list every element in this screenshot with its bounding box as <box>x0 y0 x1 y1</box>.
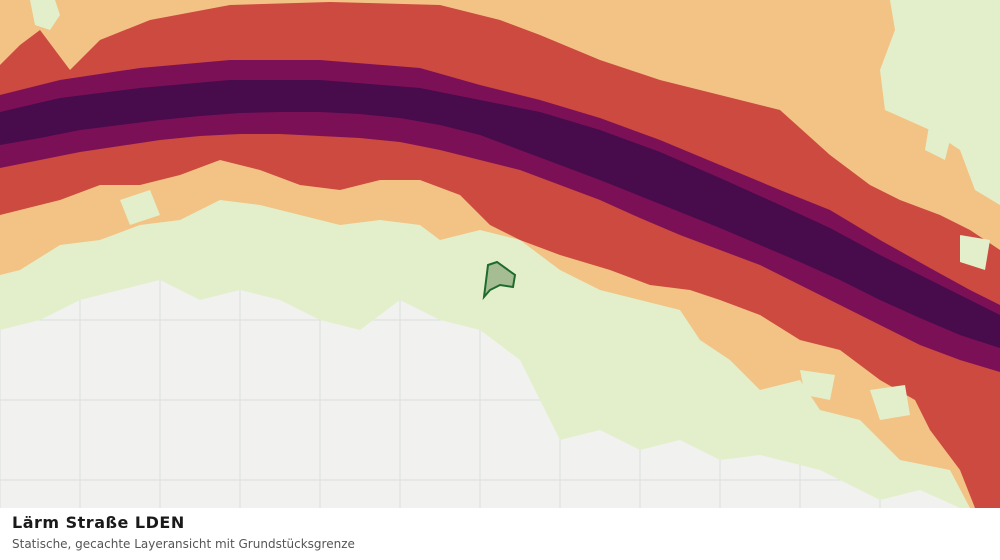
patch-lightgreen <box>960 235 990 270</box>
map-subtitle: Statische, gecachte Layeransicht mit Gru… <box>12 537 355 551</box>
noise-map[interactable] <box>0 0 1000 508</box>
noise-zone-patches <box>30 0 1000 420</box>
patch-lightgreen <box>910 55 960 115</box>
patch-lightgreen <box>120 190 160 225</box>
parcel-boundary[interactable] <box>482 260 517 301</box>
patch-lightgreen <box>30 0 60 30</box>
map-caption: Lärm Straße LDEN Statische, gecachte Lay… <box>0 508 1000 560</box>
patch-lightgreen <box>520 285 550 330</box>
noise-zone-dark-purple <box>0 80 1000 348</box>
patch-lightgreen <box>925 120 950 160</box>
patch-lightgreen <box>870 385 910 420</box>
patch-lightgreen <box>800 370 835 400</box>
patch-lightgreen <box>960 0 1000 45</box>
map-title: Lärm Straße LDEN <box>12 513 185 532</box>
